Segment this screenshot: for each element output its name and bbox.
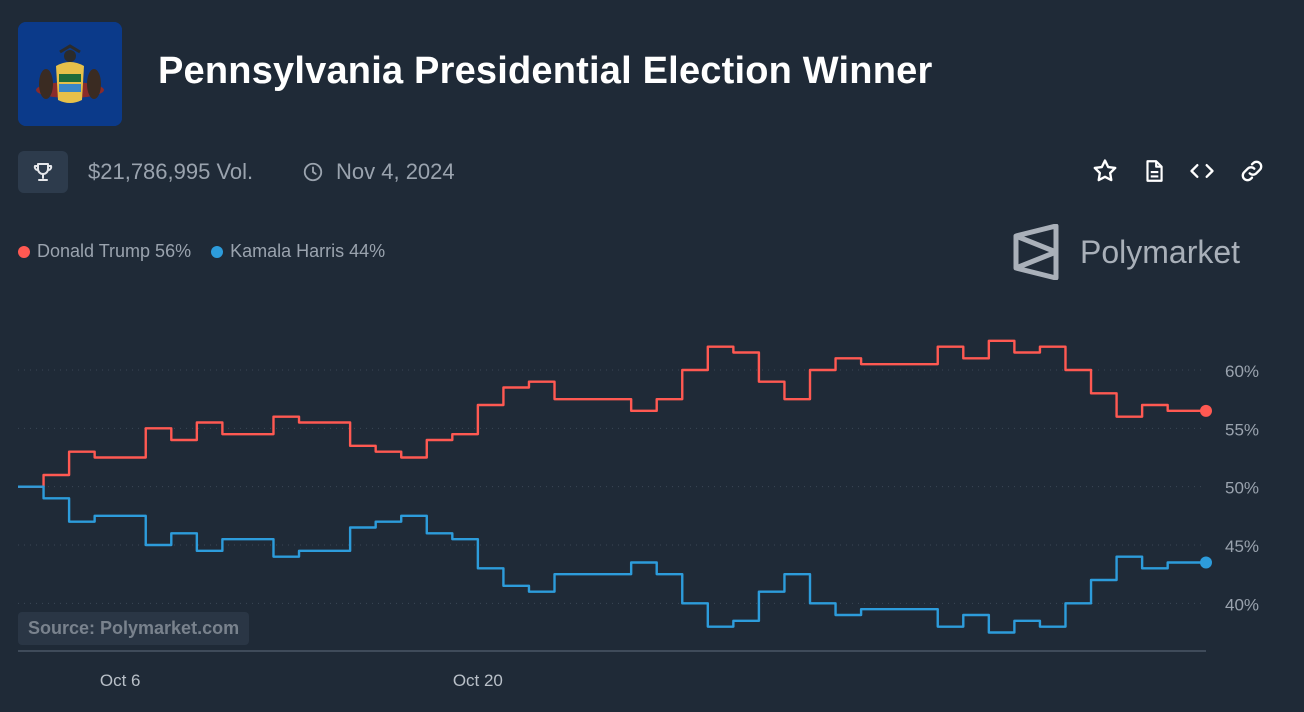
series-line-trump [18, 339, 1206, 488]
volume-text: $21,786,995 Vol. [88, 159, 254, 184]
page-title: Pennsylvania Presidential Election Winne… [158, 50, 933, 92]
y-tick-label: 50% [1225, 479, 1259, 498]
series-end-dot-harris [1200, 556, 1212, 569]
trophy-button[interactable] [18, 151, 68, 193]
x-tick-label: Oct 6 [100, 671, 141, 690]
y-tick-label: 60% [1225, 362, 1259, 381]
brand-name: Polymarket [1080, 233, 1241, 270]
code-icon[interactable] [1185, 154, 1219, 188]
pennsylvania-flag [18, 22, 122, 126]
polymarket-brand: Polymarket [1012, 224, 1240, 280]
legend-item-trump: Donald Trump 56% [18, 241, 191, 262]
y-tick-label: 40% [1225, 595, 1259, 614]
end-date-text: Nov 4, 2024 [336, 159, 455, 184]
clock-icon [303, 162, 323, 182]
source-label: Source: Polymarket.com [18, 612, 250, 645]
legend-dot-harris [211, 245, 224, 258]
document-icon[interactable] [1137, 154, 1171, 188]
series-end-dot-trump [1200, 404, 1212, 417]
chart-legend: Donald Trump 56% Kamala Harris 44% [18, 241, 405, 262]
legend-label-harris: Kamala Harris 44% [230, 241, 386, 261]
polymarket-logo-icon [1013, 224, 1059, 280]
star-icon[interactable] [1088, 154, 1122, 188]
legend-item-harris: Kamala Harris 44% [211, 241, 385, 262]
legend-dot-trump [18, 245, 30, 258]
series-line-harris [18, 485, 1206, 634]
x-tick-label: Oct 20 [453, 671, 503, 690]
y-tick-label: 45% [1225, 537, 1259, 556]
trophy-icon [33, 163, 53, 181]
legend-label-trump: Donald Trump 56% [37, 241, 192, 261]
y-tick-label: 55% [1225, 420, 1259, 439]
link-icon[interactable] [1235, 154, 1269, 188]
